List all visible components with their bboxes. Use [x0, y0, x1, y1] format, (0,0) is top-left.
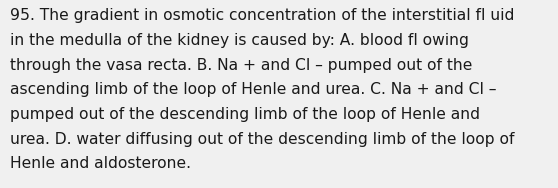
Text: 95. The gradient in osmotic concentration of the interstitial fl uid: 95. The gradient in osmotic concentratio…: [10, 8, 514, 24]
Text: pumped out of the descending limb of the loop of Henle and: pumped out of the descending limb of the…: [10, 107, 480, 122]
Text: Henle and aldosterone.: Henle and aldosterone.: [10, 156, 191, 171]
Text: urea. D. water diffusing out of the descending limb of the loop of: urea. D. water diffusing out of the desc…: [10, 132, 514, 147]
Text: in the medulla of the kidney is caused by: A. blood fl owing: in the medulla of the kidney is caused b…: [10, 33, 469, 48]
Text: ascending limb of the loop of Henle and urea. C. Na + and Cl –: ascending limb of the loop of Henle and …: [10, 82, 497, 97]
Text: through the vasa recta. B. Na + and Cl – pumped out of the: through the vasa recta. B. Na + and Cl –…: [10, 58, 473, 73]
